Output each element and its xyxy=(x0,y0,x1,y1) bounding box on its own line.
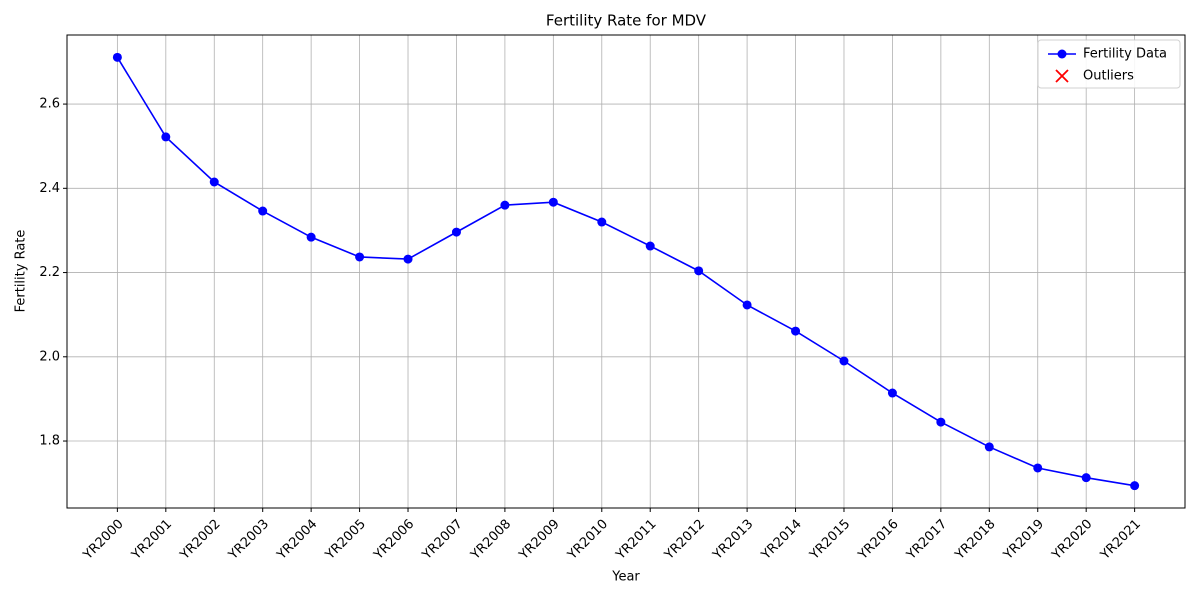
x-tick-label: YR2007 xyxy=(419,517,466,564)
x-tick-label: YR2015 xyxy=(807,517,854,564)
chart-title: Fertility Rate for MDV xyxy=(546,12,707,30)
x-tick-label: YR2006 xyxy=(371,517,418,564)
x-tick-label: YR2013 xyxy=(710,517,757,564)
x-tick-label: YR2014 xyxy=(758,517,805,564)
series-line xyxy=(116,56,1135,487)
x-tick-label: YR2012 xyxy=(661,517,708,564)
x-tick-label: YR2017 xyxy=(903,517,950,564)
x-tick-label: YR2003 xyxy=(225,517,272,564)
legend-label: Fertility Data xyxy=(1083,47,1167,62)
x-tick-label: YR2004 xyxy=(274,517,321,564)
data-point xyxy=(209,177,219,187)
y-tick-label: 2.6 xyxy=(39,97,60,112)
data-point xyxy=(112,52,122,62)
data-point xyxy=(597,217,607,227)
data-point xyxy=(548,197,558,207)
data-point xyxy=(742,300,752,310)
legend-marker xyxy=(1057,49,1067,59)
data-point xyxy=(887,388,897,398)
y-tick-label: 1.8 xyxy=(39,434,60,449)
data-point xyxy=(839,356,849,366)
data-point xyxy=(258,206,268,216)
x-tick-label: YR2019 xyxy=(1000,517,1047,564)
x-tick-label: YR2016 xyxy=(855,517,902,564)
data-point xyxy=(403,254,413,264)
data-point xyxy=(791,326,801,336)
x-tick-label: YR2000 xyxy=(80,517,127,564)
data-point xyxy=(645,241,655,251)
data-point xyxy=(1081,473,1091,483)
data-point xyxy=(1033,463,1043,473)
x-tick-label: YR2020 xyxy=(1049,517,1096,564)
data-point xyxy=(1130,481,1140,491)
data-point xyxy=(500,200,510,210)
x-tick-label: YR2008 xyxy=(467,517,514,564)
y-axis-label: Fertility Rate xyxy=(14,230,29,313)
y-tick-label: 2.0 xyxy=(39,349,60,364)
x-tick-label: YR2011 xyxy=(613,517,660,564)
data-point xyxy=(936,417,946,427)
y-tick-label: 2.2 xyxy=(39,265,60,280)
x-tick-label: YR2001 xyxy=(128,517,175,564)
data-point xyxy=(161,132,171,142)
x-tick-label: YR2018 xyxy=(952,517,999,564)
data-point xyxy=(984,442,994,452)
legend-box xyxy=(1037,39,1181,89)
x-tick-label: YR2021 xyxy=(1097,517,1144,564)
plot-frame xyxy=(66,34,1186,509)
data-point xyxy=(306,232,316,242)
data-point xyxy=(355,252,365,262)
legend-label: Outliers xyxy=(1083,69,1134,84)
legend-marker xyxy=(1055,69,1069,83)
x-tick-label: YR2010 xyxy=(564,517,611,564)
y-tick-label: 2.4 xyxy=(39,181,60,196)
x-tick-label: YR2002 xyxy=(177,517,224,564)
x-axis-label: Year xyxy=(611,570,640,585)
data-point xyxy=(694,266,704,276)
data-point xyxy=(451,227,461,237)
x-tick-label: YR2005 xyxy=(322,517,369,564)
x-tick-label: YR2009 xyxy=(516,517,563,564)
